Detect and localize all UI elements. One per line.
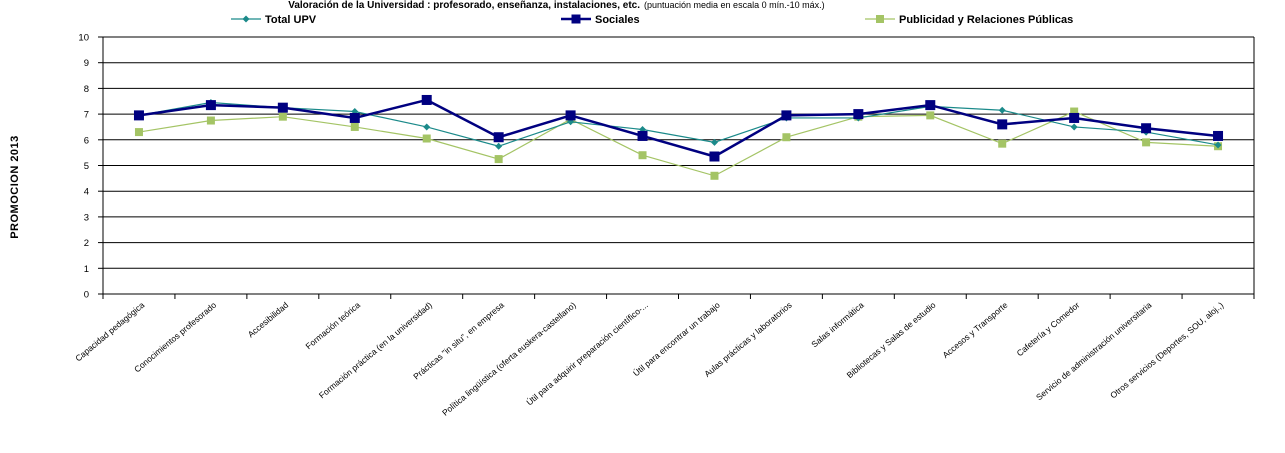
y-tick-label: 3 [84,212,89,223]
series-line [138,98,1219,158]
chart-title: Valoración de la Universidad : profesora… [288,0,640,11]
series-group [133,94,1224,180]
data-point [782,133,791,142]
data-point [495,142,503,150]
legend-marker [571,14,581,24]
data-point [925,100,936,111]
x-tick-label: Servicio de administración universitaria [1034,300,1154,403]
data-point [494,155,503,164]
data-point [926,111,935,120]
data-point [1070,123,1078,131]
data-point [853,109,864,120]
data-point [1070,107,1079,116]
data-point [709,151,720,162]
x-tick-label: Útil para adquirir preparación científic… [524,300,649,408]
legend: Total UPV Sociales Publicidad y Relaciones… [231,14,1073,26]
data-point [710,138,718,146]
data-point [350,122,359,131]
data-point [1214,141,1222,149]
data-point [206,116,215,125]
x-tick-label: Conocimientos profesorado [132,300,218,375]
legend-label: Publicidad y Relaciones Públicas [899,14,1073,26]
legend-label: Sociales [595,14,640,26]
x-tick-label: Accesibilidad [246,300,291,340]
series-line [138,110,1219,177]
data-point [565,110,576,121]
y-tick-label: 10 [78,33,89,44]
x-tick-label: Política lingüística (oferta euskera-cas… [440,300,578,418]
legend-entry-0: Total UPV [231,14,317,26]
x-tick-label: Cafetería y Comedor [1015,300,1082,358]
legend-entry-2: Publicidad y Relaciones Públicas [865,14,1073,26]
data-point [781,110,792,121]
y-tick-label: 4 [84,187,89,198]
y-tick-label: 2 [84,238,89,249]
series-line [138,101,1219,147]
data-point [277,102,288,113]
series-1 [133,94,1224,162]
y-tick-label: 6 [84,135,89,146]
data-point [1141,123,1152,134]
x-tick-label: Formación práctica (en la universidad) [317,300,434,401]
x-tick-label: Formación teórica [304,300,363,352]
data-point [421,94,432,105]
y-axis-side-label: PROMOCION 2013 [9,135,21,239]
data-point [134,128,143,137]
y-tick-label: 0 [84,290,89,301]
data-point [205,100,216,111]
legend-marker [876,15,884,23]
data-point [133,110,144,121]
x-tick-label: Accesos y Transporte [940,300,1009,360]
data-point [998,139,1007,148]
y-tick-label: 7 [84,110,89,121]
y-axis-ticks: 0 1 2 3 4 5 6 7 8 9 10 [78,33,103,301]
data-point [1213,130,1224,141]
legend-label: Total UPV [265,14,317,26]
data-point [1069,112,1080,123]
data-point [422,134,431,143]
data-point [278,112,287,121]
chart-subtitle: (puntuación media en escala 0 mín.-10 má… [644,0,825,10]
data-point [997,119,1008,130]
x-tick-label: Otros servicios (Deportes, SOU, aloj.,) [1108,300,1225,401]
y-tick-label: 5 [84,161,89,172]
y-tick-label: 9 [84,58,89,69]
data-point [638,151,647,160]
x-tick-label: Salas informática [809,300,866,350]
legend-marker [242,15,250,23]
y-tick-label: 1 [84,264,89,275]
data-point [998,106,1006,114]
x-tick-label: Capacidad pedagógica [73,300,146,364]
y-tick-label: 8 [84,84,89,95]
legend-entry-1: Sociales [561,14,640,26]
data-point [637,130,648,141]
data-point [1142,138,1151,147]
data-point [710,171,719,180]
data-point [349,112,360,123]
series-0 [135,99,1222,150]
data-point [493,132,504,143]
data-point [423,123,431,131]
